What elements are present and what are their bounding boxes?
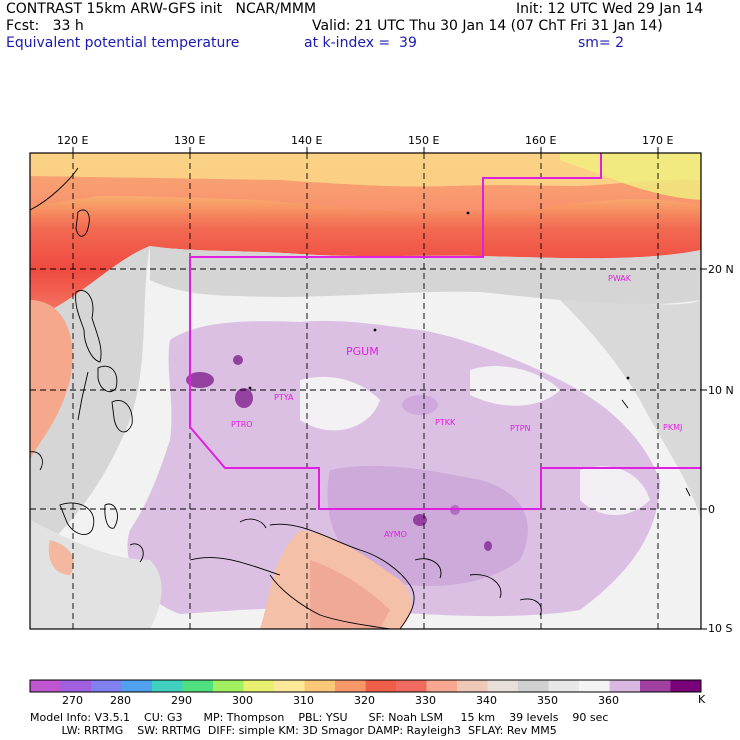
colorbar-swatch: [426, 680, 458, 692]
init-time: Init: 12 UTC Wed 29 Jan 14: [516, 1, 704, 17]
coastlines: [29, 167, 691, 630]
colorbar-swatch: [548, 680, 580, 692]
colorbar-swatch: [274, 680, 305, 692]
lon-label-150e: 150 E: [408, 134, 440, 147]
colorbar-label-320: 320: [354, 694, 375, 707]
lon-label-130e: 130 E: [174, 134, 206, 147]
colorbar: [29, 679, 702, 693]
station-markers: [248, 211, 630, 390]
colorbar-label-360: 360: [598, 694, 619, 707]
tick-marks: [72, 147, 707, 630]
lon-label-120e: 120 E: [57, 134, 89, 147]
lon-label-170e: 170 E: [642, 134, 674, 147]
colorbar-swatch: [640, 680, 671, 692]
station-ptro: PTRO: [231, 420, 253, 429]
station-ptya: PTYA: [274, 393, 294, 402]
map-frame: [29, 152, 702, 630]
colorbar-swatch: [243, 680, 275, 692]
station-pgum: PGUM: [346, 345, 379, 358]
colorbar-swatch: [60, 680, 92, 692]
lat-label-0: 0: [708, 503, 715, 516]
colorbar-swatch: [609, 680, 641, 692]
colorbar-label-310: 310: [293, 694, 314, 707]
station-labels: PWAK PGUM PTYA PTRO PTKK PTPN PKMJ AYMO: [231, 274, 682, 539]
colorbar-swatch: [670, 680, 702, 692]
colorbar-label-290: 290: [171, 694, 192, 707]
lat-label-10s: 10 S: [708, 622, 733, 635]
colorbar-swatch: [91, 680, 122, 692]
lon-label-160e: 160 E: [525, 134, 557, 147]
lon-label-140e: 140 E: [291, 134, 323, 147]
colorbar-swatch: [152, 680, 183, 692]
colorbar-swatch: [396, 680, 427, 692]
colorbar-swatch: [457, 680, 488, 692]
model-info-line2: LW: RRTMG SW: RRTMG DIFF: simple KM: 3D …: [30, 724, 557, 737]
title-left: CONTRAST 15km ARW-GFS init NCAR/MMM: [6, 1, 317, 17]
colorbar-frame: [29, 679, 702, 693]
colorbar-label-300: 300: [232, 694, 253, 707]
forecast-hour: Fcst: 33 h: [6, 18, 84, 34]
colorbar-swatch: [213, 680, 244, 692]
colorbar-label-340: 340: [476, 694, 497, 707]
lat-label-20n: 20 N: [708, 263, 734, 276]
colorbar-swatch: [335, 680, 366, 692]
colorbar-label-280: 280: [110, 694, 131, 707]
smoothing: sm= 2: [578, 35, 625, 51]
model-info-line1: Model Info: V3.5.1 CU: G3 MP: Thompson P…: [30, 711, 609, 724]
valid-time: Valid: 21 UTC Thu 30 Jan 14 (07 ChT Fri …: [312, 18, 663, 34]
colorbar-swatch: [365, 680, 397, 692]
map-field: [30, 153, 701, 629]
station-ptkk: PTKK: [435, 418, 456, 427]
colorbar-label-270: 270: [62, 694, 83, 707]
colorbar-swatch: [30, 680, 61, 692]
colorbar-swatch: [579, 680, 610, 692]
station-pkmj: PKMJ: [663, 423, 682, 432]
station-aymo: AYMO: [384, 530, 407, 539]
level-index: at k-index = 39: [304, 35, 417, 51]
field-name: Equivalent potential temperature: [6, 35, 240, 51]
colorbar-swatch: [182, 680, 214, 692]
colorbar-swatch: [304, 680, 336, 692]
colorbar-swatch: [487, 680, 519, 692]
colorbar-label-350: 350: [537, 694, 558, 707]
lat-label-10n: 10 N: [708, 384, 734, 397]
station-ptpn: PTPN: [510, 424, 531, 433]
colorbar-unit: K: [698, 693, 706, 706]
station-pwak: PWAK: [608, 274, 632, 283]
colorbar-swatch: [121, 680, 153, 692]
colorbar-label-330: 330: [415, 694, 436, 707]
region-boundary: [189, 153, 701, 510]
colorbar-swatch: [518, 680, 549, 692]
